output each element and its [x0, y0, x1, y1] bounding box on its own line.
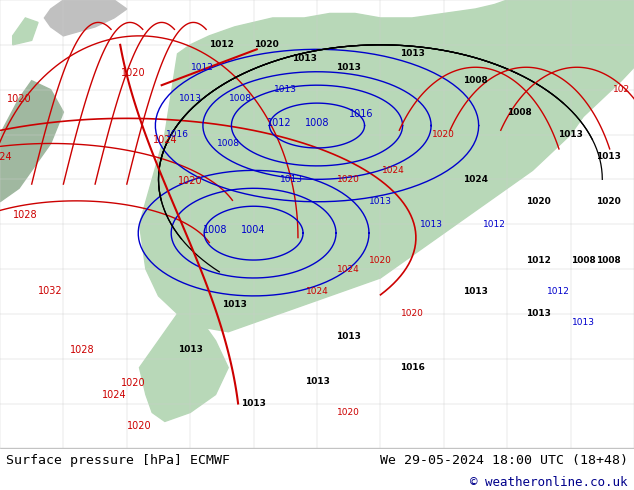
Text: 1013: 1013 — [178, 345, 203, 354]
Text: 1020: 1020 — [254, 40, 279, 49]
Text: 1013: 1013 — [222, 300, 247, 309]
Text: 1024: 1024 — [306, 287, 328, 296]
Text: 1013: 1013 — [304, 377, 330, 386]
Text: 1020: 1020 — [526, 197, 552, 206]
Text: 1012: 1012 — [191, 63, 214, 72]
Text: 1024: 1024 — [337, 265, 360, 273]
Text: 1004: 1004 — [242, 225, 266, 235]
Text: 1020: 1020 — [401, 309, 424, 318]
Text: 1013: 1013 — [336, 63, 361, 72]
Text: 1012: 1012 — [526, 256, 552, 265]
Text: We 29-05-2024 18:00 UTC (18+48): We 29-05-2024 18:00 UTC (18+48) — [380, 454, 628, 466]
Text: 1028: 1028 — [13, 210, 37, 220]
Text: 1020: 1020 — [337, 175, 360, 184]
Text: 1016: 1016 — [399, 363, 425, 372]
Text: 1013: 1013 — [336, 332, 361, 341]
Polygon shape — [44, 0, 127, 36]
Text: 1024: 1024 — [0, 152, 12, 162]
Text: 1013: 1013 — [179, 94, 202, 103]
Text: 1020: 1020 — [178, 176, 202, 186]
Text: 1013: 1013 — [420, 220, 443, 229]
Text: 1012: 1012 — [267, 118, 291, 127]
Text: 1008: 1008 — [507, 108, 533, 117]
Text: 1013: 1013 — [292, 54, 317, 63]
Text: 1020: 1020 — [121, 378, 145, 388]
Polygon shape — [0, 81, 63, 202]
Text: 1016: 1016 — [166, 130, 189, 139]
Polygon shape — [139, 314, 228, 421]
Text: 1020: 1020 — [7, 94, 31, 104]
Text: 1008: 1008 — [596, 256, 621, 265]
Text: 1028: 1028 — [70, 344, 94, 355]
Text: 1013: 1013 — [399, 49, 425, 58]
Text: 1024: 1024 — [463, 175, 488, 184]
Text: 1008: 1008 — [217, 139, 240, 148]
Text: 1024: 1024 — [102, 390, 126, 399]
Text: 102: 102 — [612, 85, 630, 94]
Text: 1013: 1013 — [526, 309, 552, 318]
Text: 1013: 1013 — [241, 399, 266, 408]
Text: 1032: 1032 — [39, 287, 63, 296]
Text: 1020: 1020 — [337, 408, 360, 417]
Text: 1020: 1020 — [121, 68, 145, 78]
Text: 1013: 1013 — [596, 152, 621, 161]
Text: 1008: 1008 — [230, 94, 252, 103]
Text: 1008: 1008 — [571, 256, 596, 265]
Text: 1016: 1016 — [349, 109, 373, 119]
Polygon shape — [139, 0, 634, 332]
Text: 1008: 1008 — [305, 118, 329, 127]
Text: 1024: 1024 — [382, 166, 404, 175]
Text: 1013: 1013 — [463, 287, 488, 296]
Text: 1012: 1012 — [483, 220, 506, 229]
Text: 1008: 1008 — [463, 76, 488, 85]
Text: Surface pressure [hPa] ECMWF: Surface pressure [hPa] ECMWF — [6, 454, 230, 466]
Text: 1020: 1020 — [127, 421, 152, 431]
Text: © weatheronline.co.uk: © weatheronline.co.uk — [470, 476, 628, 489]
Text: 1013: 1013 — [274, 85, 297, 94]
Text: 1020: 1020 — [596, 197, 621, 206]
Text: 1024: 1024 — [153, 135, 177, 146]
Text: 1013: 1013 — [572, 318, 595, 327]
Text: 1013: 1013 — [558, 130, 583, 139]
Text: 1012: 1012 — [209, 40, 235, 49]
Text: 1013: 1013 — [280, 175, 303, 184]
Text: 1020: 1020 — [432, 130, 455, 139]
Text: 1013: 1013 — [369, 197, 392, 206]
Text: 1008: 1008 — [204, 225, 228, 235]
Text: 1012: 1012 — [547, 287, 569, 296]
Polygon shape — [13, 18, 38, 45]
Text: 1020: 1020 — [369, 256, 392, 265]
